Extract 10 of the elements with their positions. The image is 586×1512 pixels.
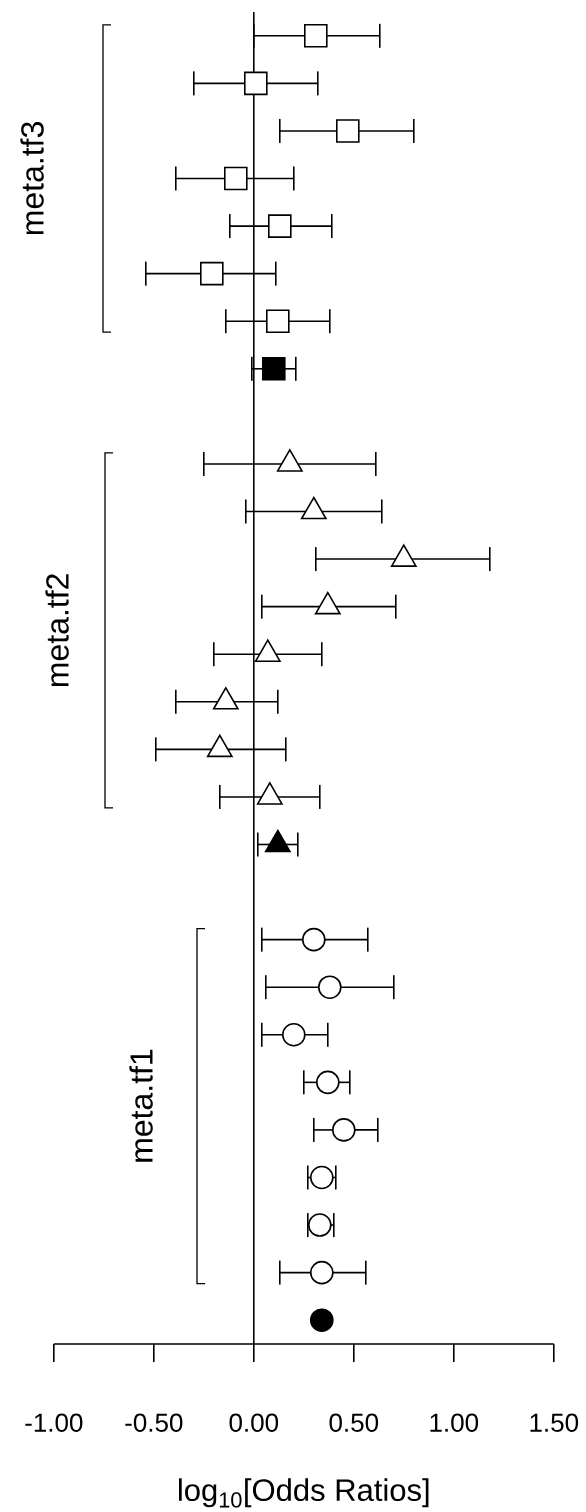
x-tick-label: -1.00 bbox=[25, 1413, 83, 1432]
annotation: meta.tf2 bbox=[45, 574, 69, 687]
annotation: meta.tf1 bbox=[129, 1049, 153, 1162]
text: meta.tf3 bbox=[20, 122, 44, 235]
x-tick-label: 1.50 bbox=[530, 1413, 579, 1432]
x-tick-label: 0.00 bbox=[229, 1413, 279, 1432]
x-tick-label: 0.50 bbox=[329, 1413, 379, 1432]
x-tick-label: -0.50 bbox=[125, 1413, 183, 1432]
x-axis-title: log$_{10}$[Odds Ratios] bbox=[178, 1478, 429, 1508]
x-tick-label: 1.00 bbox=[430, 1413, 479, 1432]
